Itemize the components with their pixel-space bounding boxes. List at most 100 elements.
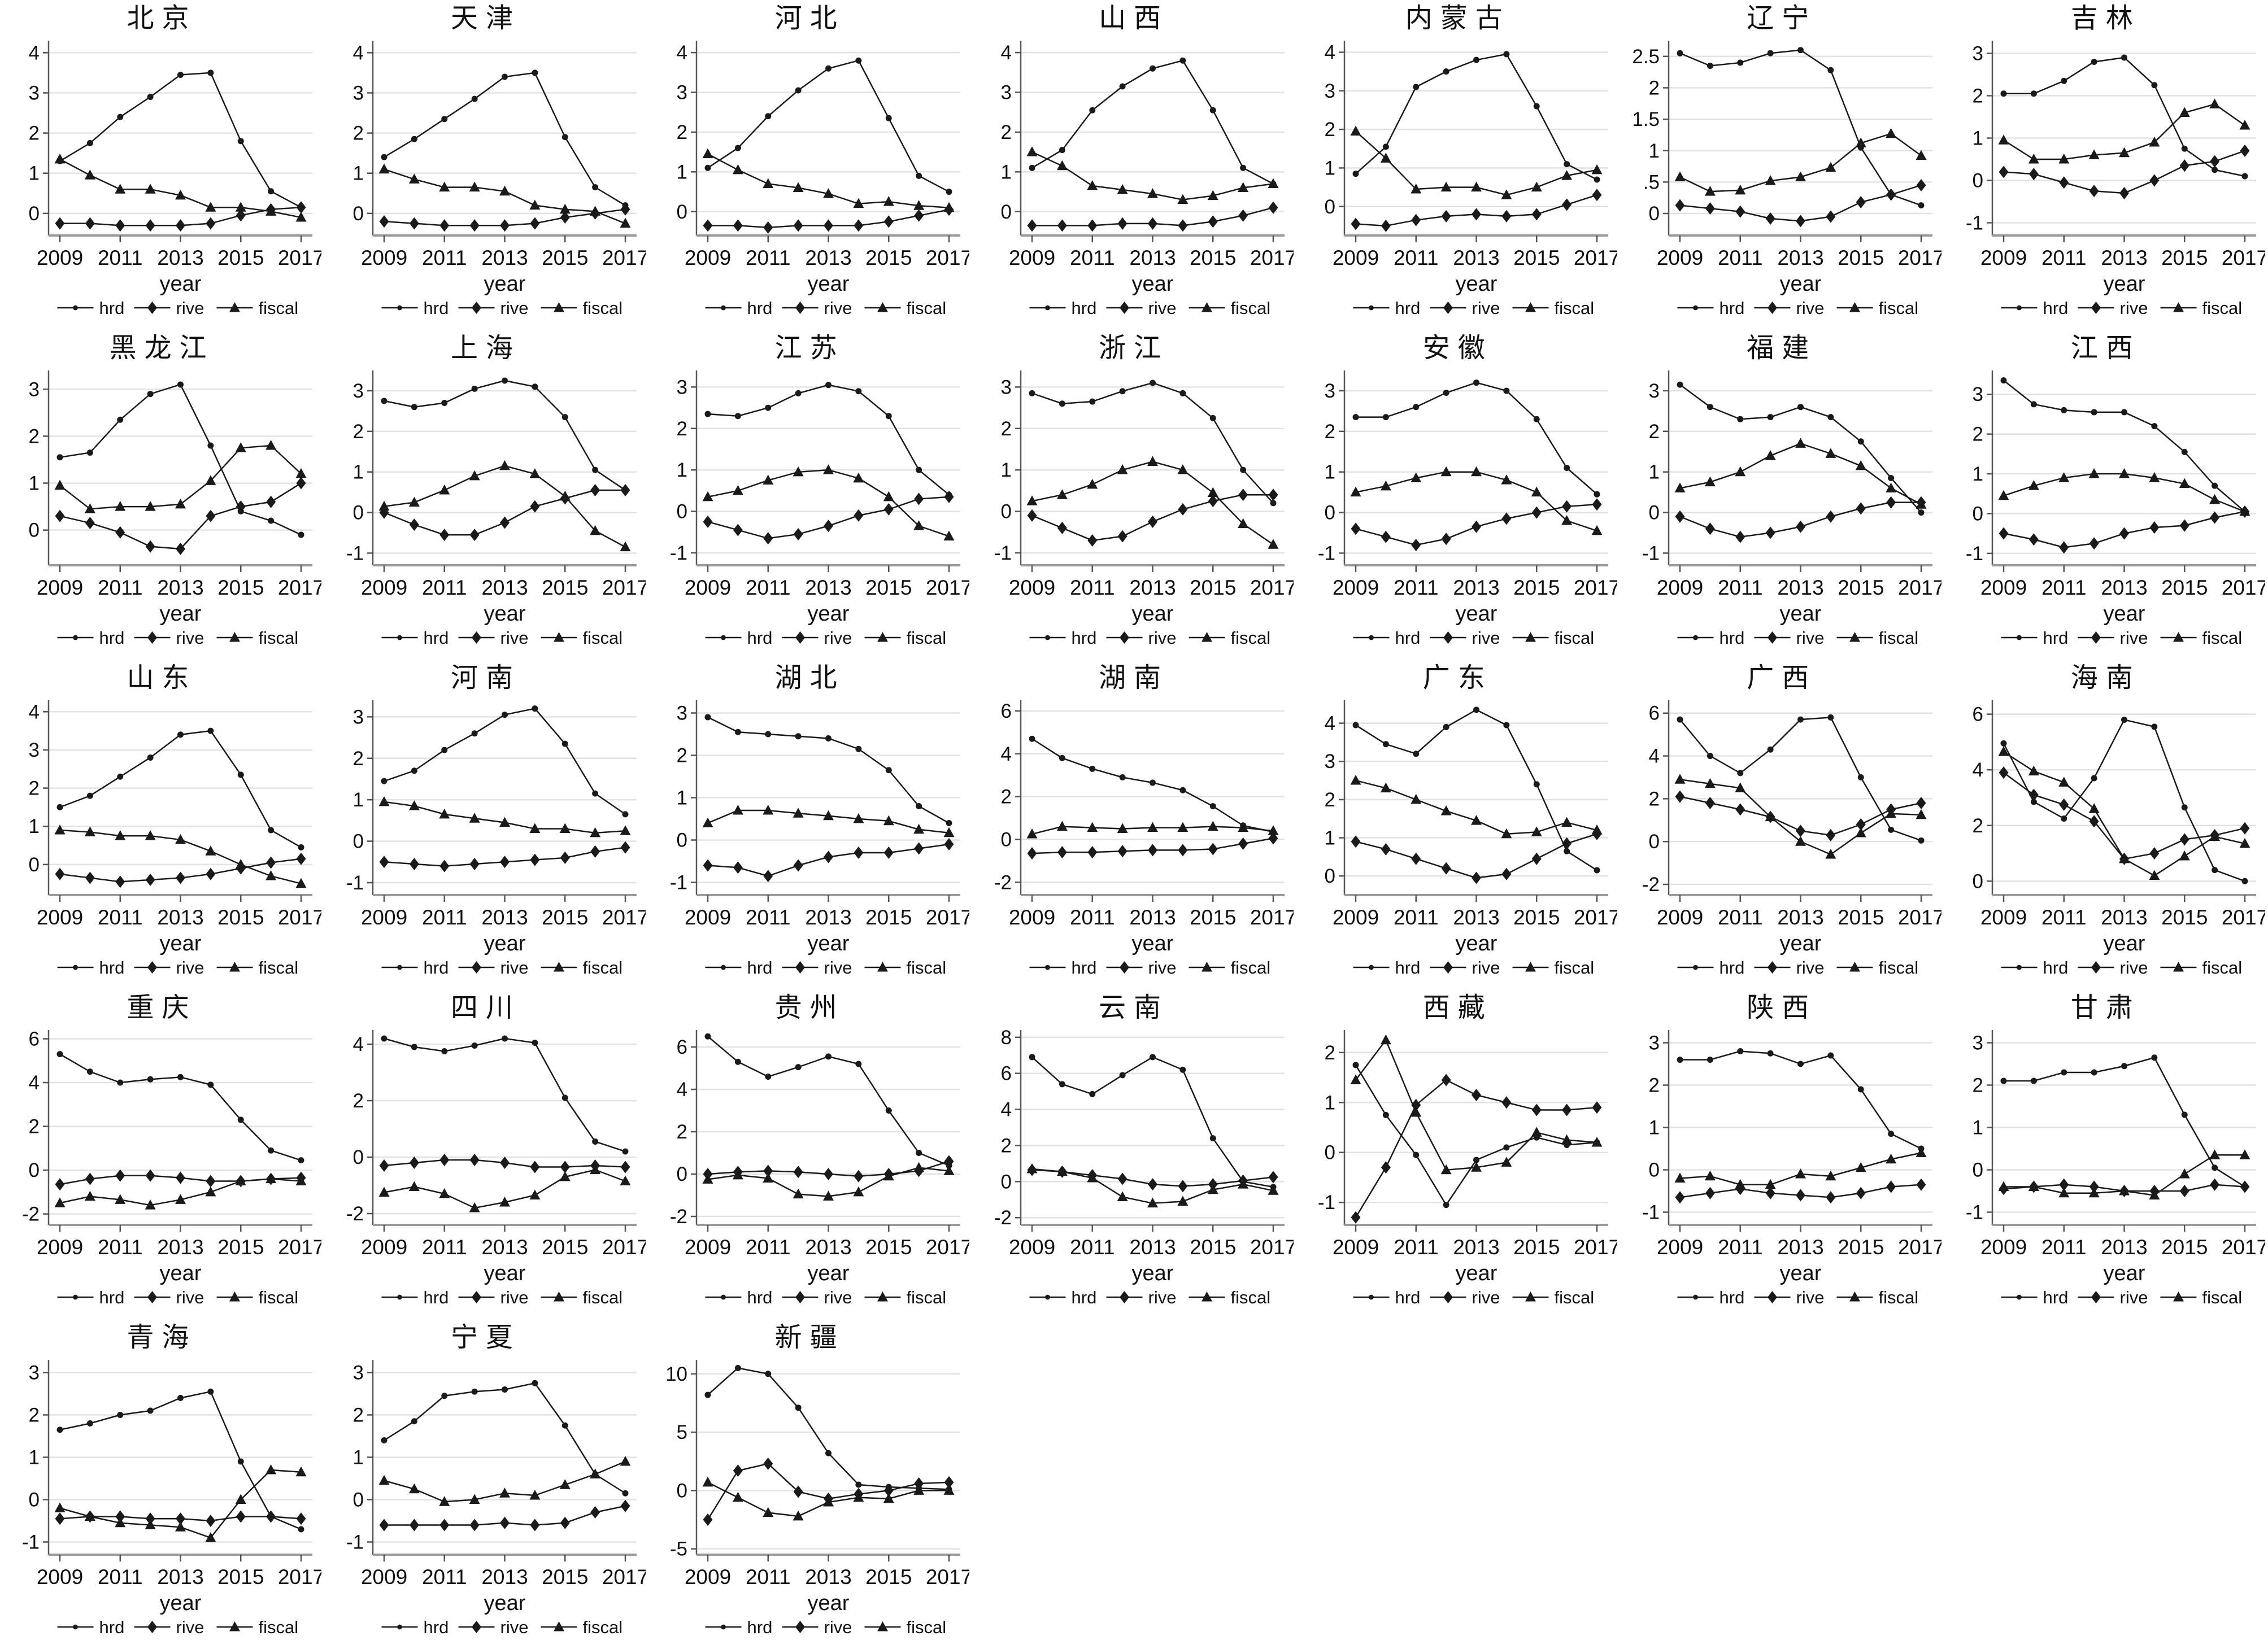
hrd-dot-marker: [721, 1294, 726, 1300]
rive-diamond-marker: [1735, 803, 1745, 816]
legend-hrd-label: hrd: [1719, 958, 1744, 978]
province-panel: 湖南 6 4 2 0 -2 2009 2011 2013 2015 2017 year hrd rive…: [972, 660, 1296, 989]
fiscal-triangle-marker: [1237, 182, 1248, 193]
hrd-dot-marker: [147, 94, 154, 101]
rive-diamond-marker: [1886, 1180, 1896, 1193]
legend-rive-label: rive: [1148, 958, 1176, 978]
legend-hrd-label: hrd: [99, 1617, 125, 1637]
y-tick-label: -2: [22, 1203, 40, 1225]
y-tick-label: 2: [1648, 421, 1659, 443]
y-tick-label: 2: [1000, 121, 1011, 143]
fiscal-triangle-marker: [1201, 302, 1212, 312]
rive-diamond-marker: [1767, 961, 1777, 974]
fiscal-triangle-marker: [853, 1186, 864, 1197]
hrd-dot-marker: [1534, 103, 1540, 110]
legend-hrd-label: hrd: [99, 958, 125, 978]
fiscal-triangle-marker: [823, 1497, 834, 1507]
gridlines: [372, 1372, 637, 1543]
x-tick-label: 2015: [1513, 246, 1560, 269]
fiscal-triangle-marker: [529, 199, 540, 210]
province-panel: 海南 6 4 2 0 2009 2011 2013 2015 2017 year hrd rive fi…: [1944, 660, 2267, 989]
x-tick-label: 2011: [1070, 1236, 1115, 1259]
rive-diamond-marker: [1999, 766, 2009, 779]
fiscal-triangle-marker: [84, 503, 95, 513]
panel-legend: hrd rive fiscal: [705, 628, 946, 648]
legend-hrd-label: hrd: [1071, 1288, 1096, 1307]
rive-diamond-marker: [795, 631, 806, 644]
y-tick-label: 2: [677, 121, 687, 143]
fiscal-triangle-marker: [883, 491, 894, 501]
rive-diamond-marker: [1411, 852, 1421, 865]
hrd-dot-marker: [1149, 379, 1156, 386]
x-tick-label: 2013: [481, 1565, 528, 1589]
hrd-dot-marker: [411, 1044, 417, 1050]
rive-diamond-marker: [560, 1161, 570, 1174]
legend-rive-label: rive: [176, 628, 204, 648]
province-panel: 湖北 3 2 1 0 -1 2009 2011 2013 2015 2017 year hrd rive…: [648, 660, 972, 989]
y-tick-label: 3: [352, 82, 363, 104]
fiscal-triangle-marker: [1765, 450, 1776, 460]
rive-diamond-marker: [1705, 1186, 1715, 1199]
rive-diamond-marker: [824, 520, 834, 533]
panel-legend: hrd rive fiscal: [2001, 298, 2243, 318]
legend-hrd-label: hrd: [423, 1288, 449, 1307]
province-panel: 河北 4 3 2 1 0 2009 2011 2013 2015 2017 year hrd rive f…: [648, 0, 972, 330]
fiscal-triangle-marker: [115, 1194, 126, 1204]
x-tick-label: 2013: [1453, 246, 1500, 269]
fiscal-triangle-marker: [2239, 120, 2250, 130]
x-tick-label: 2009: [37, 576, 83, 599]
legend-rive-label: rive: [2120, 1288, 2148, 1307]
panel-legend: hrd rive fiscal: [381, 958, 622, 978]
gridlines: [1344, 51, 1609, 208]
y-tick-label: 1: [1325, 157, 1335, 179]
x-axis-title: year: [2104, 602, 2145, 626]
hrd-dot-marker: [1887, 826, 1894, 833]
rive-diamond-marker: [914, 842, 924, 855]
series-hrd: [2000, 377, 2248, 515]
rive-diamond-marker: [1826, 1191, 1836, 1204]
hrd-dot-marker: [86, 449, 93, 456]
x-axis-title: year: [484, 272, 525, 296]
hrd-dot-marker: [1692, 635, 1698, 640]
hrd-dot-marker: [1413, 1151, 1420, 1158]
fiscal-triangle-marker: [1525, 1292, 1536, 1302]
hrd-dot-marker: [1677, 1057, 1683, 1063]
hrd-dot-marker: [735, 145, 741, 151]
hrd-dot-marker: [2182, 804, 2188, 811]
fiscal-triangle-marker: [529, 1490, 540, 1500]
x-tick-label: 2009: [1009, 906, 1055, 929]
rive-diamond-marker: [439, 219, 449, 232]
fiscal-triangle-marker: [2173, 962, 2184, 972]
hrd-dot-marker: [441, 747, 447, 753]
y-tick-label: -1: [346, 542, 363, 564]
rive-diamond-marker: [854, 847, 864, 859]
hrd-dot-marker: [1239, 466, 1246, 473]
fiscal-triangle-marker: [265, 440, 277, 450]
hrd-dot-marker: [207, 1081, 214, 1088]
x-tick-label: 2009: [1009, 246, 1055, 269]
series-fiscal: [1674, 438, 1927, 509]
hrd-dot-marker: [735, 728, 741, 735]
series-hrd-line: [2004, 56, 2245, 177]
series-hrd: [704, 1033, 952, 1169]
y-tick-label: 3: [677, 376, 687, 398]
fiscal-triangle-marker: [2209, 831, 2221, 841]
fiscal-triangle-marker: [2149, 1189, 2160, 1199]
rive-diamond-marker: [1351, 835, 1361, 848]
y-tick-label: 6: [1973, 704, 1983, 726]
y-tick-label: 0: [352, 1146, 363, 1168]
rive-diamond-marker: [115, 1510, 125, 1523]
y-tick-label: 0: [1648, 203, 1659, 225]
fiscal-triangle-marker: [1381, 1034, 1392, 1045]
fiscal-triangle-marker: [469, 181, 480, 192]
series-rive-line: [2003, 772, 2245, 860]
fiscal-triangle-marker: [1350, 1074, 1361, 1084]
fiscal-triangle-marker: [1501, 474, 1512, 485]
x-tick-label: 2011: [1394, 1236, 1439, 1259]
